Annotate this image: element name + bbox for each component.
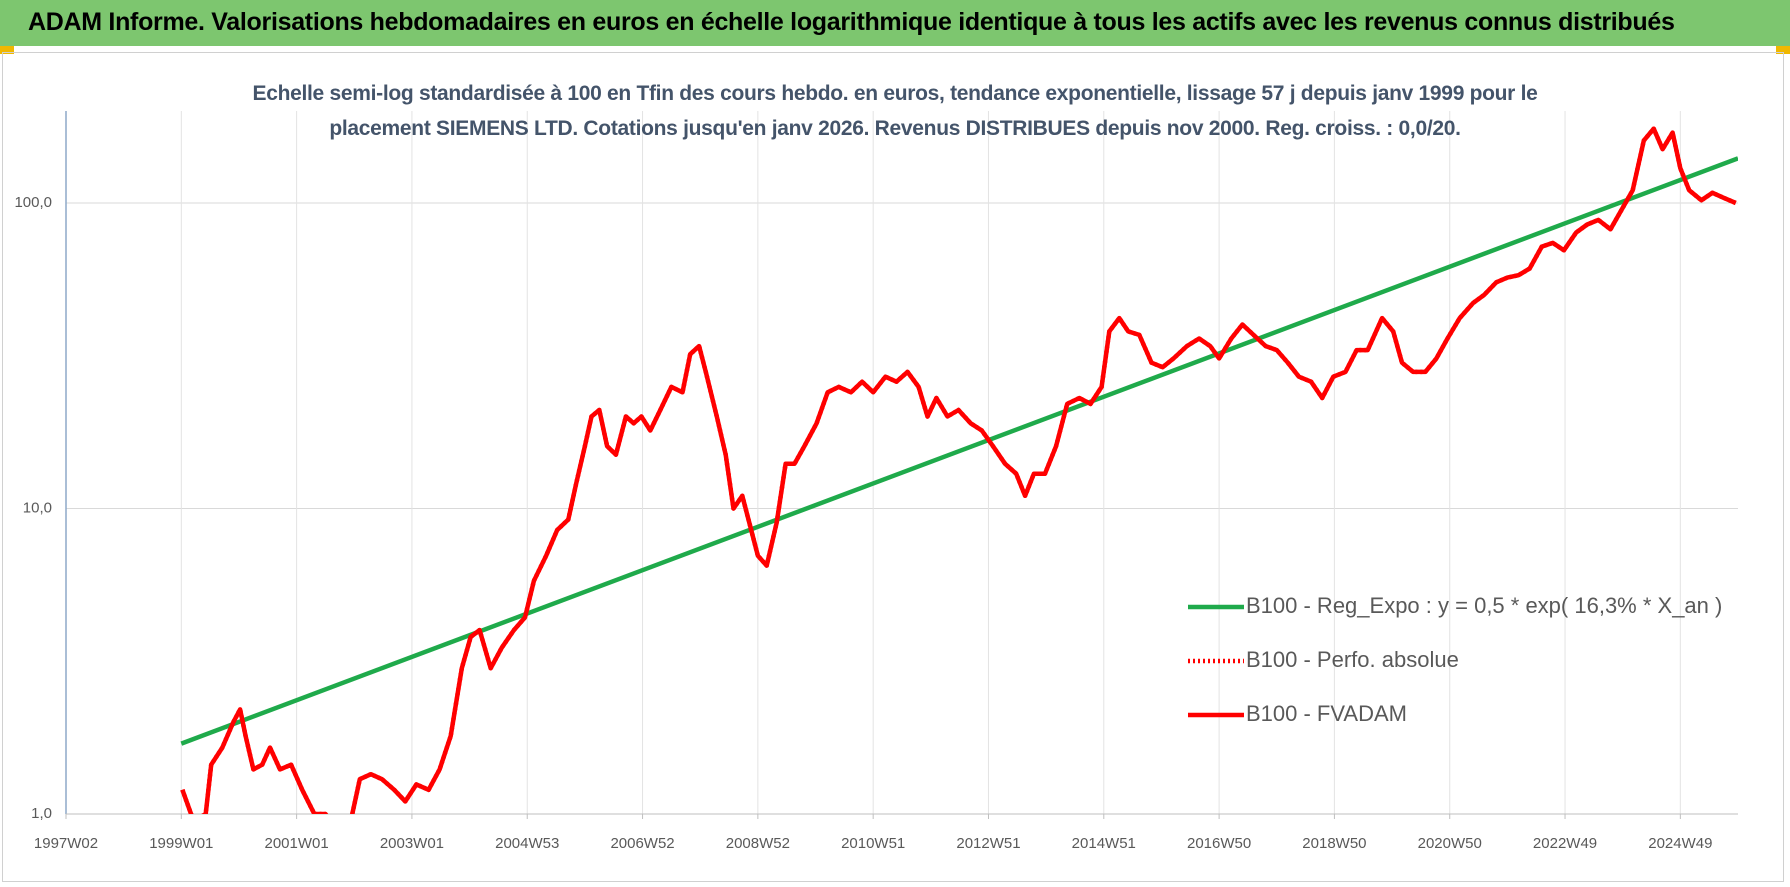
y-tick-label: 10,0 xyxy=(23,499,52,516)
x-tick-label: 2020W50 xyxy=(1418,835,1482,852)
x-tick-label: 2012W51 xyxy=(956,835,1020,852)
x-tick-label: 2016W50 xyxy=(1187,835,1251,852)
corner xyxy=(0,46,14,54)
x-tick-label: 2014W51 xyxy=(1072,835,1136,852)
series-line xyxy=(180,126,1737,814)
x-tick-label: 2003W01 xyxy=(380,835,444,852)
x-tick-label: 2024W49 xyxy=(1648,835,1712,852)
legend-label: B100 - FVADAM xyxy=(1246,701,1407,726)
x-tick-label: 2022W49 xyxy=(1533,835,1597,852)
x-tick-label: 1997W02 xyxy=(34,835,98,852)
chart-frame xyxy=(2,52,1784,882)
series-line xyxy=(180,156,1738,746)
x-tick-label: 2018W50 xyxy=(1302,835,1366,852)
x-tick-label: 2006W52 xyxy=(610,835,674,852)
header-title: ADAM Informe. Valorisations hebdomadaire… xyxy=(28,8,1675,36)
x-tick-label: 2004W53 xyxy=(495,835,559,852)
x-tick-label: 2010W51 xyxy=(841,835,905,852)
x-tick-label: 2001W01 xyxy=(265,835,329,852)
chart-title: Echelle semi-log standardisée à 100 en T… xyxy=(252,82,1538,140)
x-tick-label: 1999W01 xyxy=(149,835,213,852)
y-tick-label: 100,0 xyxy=(14,194,52,211)
legend-label: B100 - Perfo. absolue xyxy=(1246,647,1459,672)
x-tick-label: 2008W52 xyxy=(726,835,790,852)
header-bar: ADAM Informe. Valorisations hebdomadaire… xyxy=(0,0,1790,46)
series-line xyxy=(180,126,1737,814)
legend-label: B100 - Reg_Expo : y = 0,5 * exp( 16,3% *… xyxy=(1246,593,1722,618)
y-tick-label: 1,0 xyxy=(31,805,52,822)
plot-area xyxy=(180,126,1738,814)
corner xyxy=(1776,46,1790,54)
